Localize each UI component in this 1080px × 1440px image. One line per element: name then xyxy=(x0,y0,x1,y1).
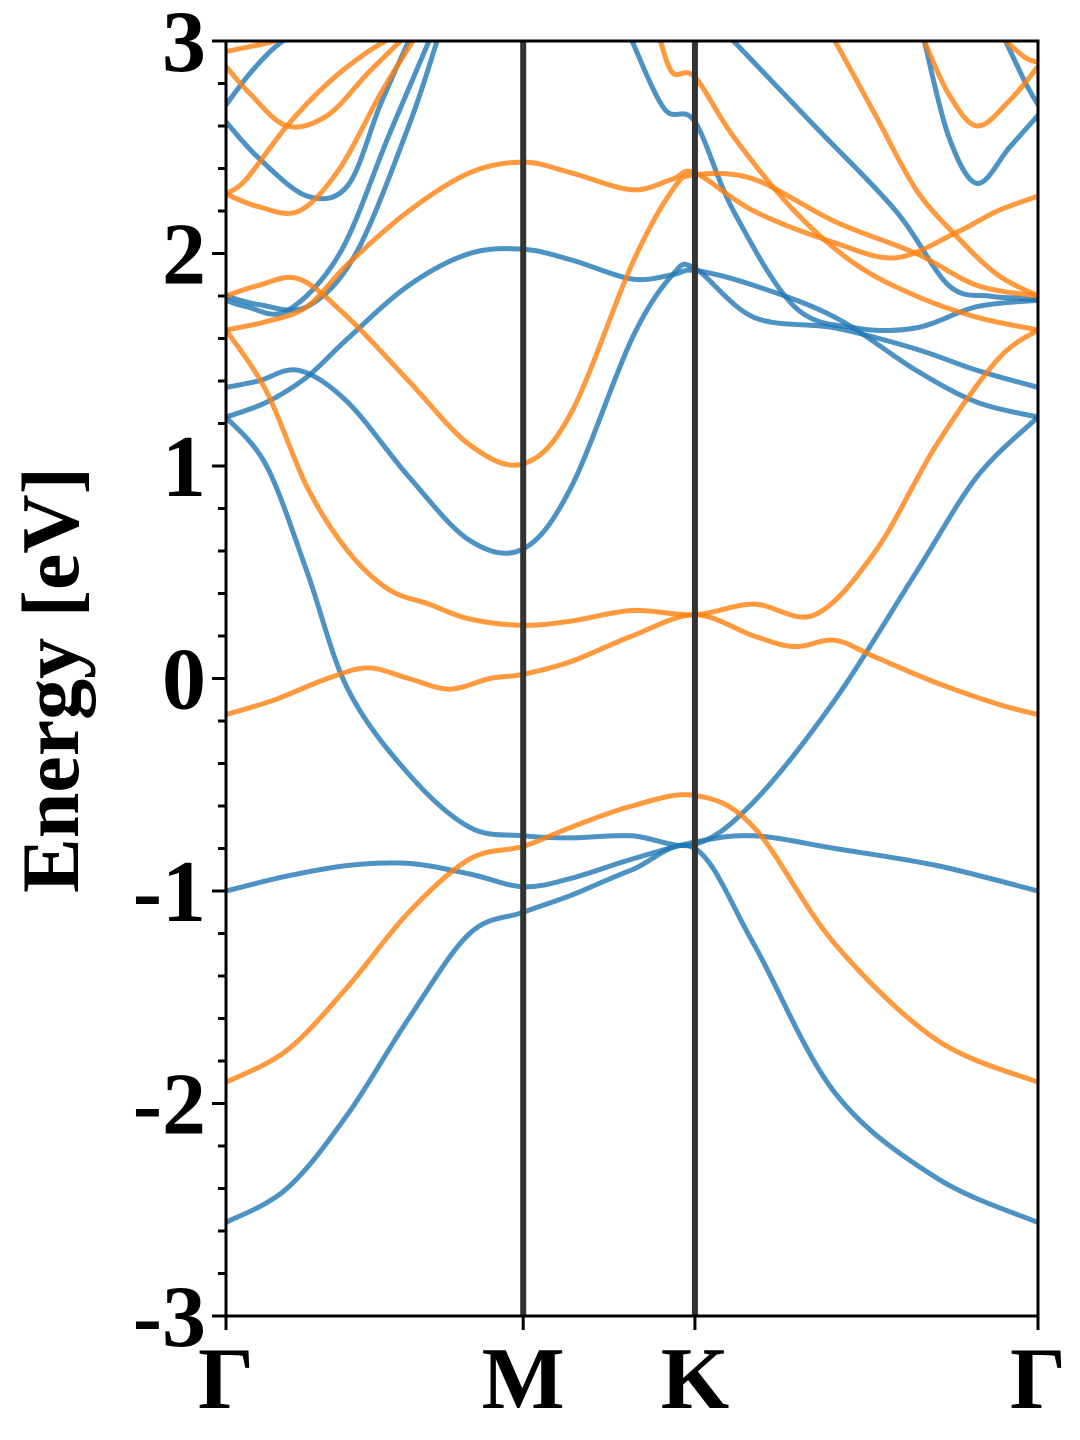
band-line-orange-19 xyxy=(226,41,391,197)
band-line-blue-2 xyxy=(226,414,1038,849)
x-tick-label: M xyxy=(482,1331,565,1428)
band-line-blue-1 xyxy=(226,833,1038,894)
high-symmetry-lines xyxy=(520,41,698,1316)
y-tick-label: -3 xyxy=(133,1269,206,1366)
band-line-blue-11 xyxy=(921,41,1038,186)
band-line-orange-14 xyxy=(226,612,1038,718)
band-line-orange-20 xyxy=(226,41,404,130)
y-axis-ticks: 3 2 1 0 -1 -2 -3 xyxy=(133,0,226,1366)
band-line-blue-9 xyxy=(629,41,1038,334)
band-line-orange-21 xyxy=(226,41,282,55)
band-line-orange-22 xyxy=(657,41,1038,333)
band-line-blue-3 xyxy=(226,261,1038,556)
band-line-orange-15 xyxy=(226,327,1038,628)
y-tick-label: -2 xyxy=(133,1057,206,1154)
band-line-blue-10 xyxy=(731,41,1038,303)
x-tick-label: Γ xyxy=(198,1331,254,1428)
band-line-blue-8 xyxy=(226,41,288,108)
x-tick-label: Γ xyxy=(1010,1331,1066,1428)
band-line-orange-23 xyxy=(832,41,1038,299)
y-tick-label: 2 xyxy=(162,207,206,304)
x-tick-label: K xyxy=(661,1331,729,1428)
band-line-blue-4 xyxy=(226,246,1038,420)
band-line-blue-7 xyxy=(226,41,412,202)
band-line-blue-6 xyxy=(226,41,432,317)
band-line-orange-25 xyxy=(1003,41,1038,65)
y-tick-label: 3 xyxy=(162,0,206,91)
band-lines xyxy=(226,41,1038,1225)
y-tick-label: 1 xyxy=(162,419,206,516)
y-tick-label: 0 xyxy=(162,632,206,729)
band-line-blue-0 xyxy=(226,842,1038,1225)
band-line-orange-13 xyxy=(226,792,1038,1085)
y-tick-label: -1 xyxy=(133,844,206,941)
band-line-orange-18 xyxy=(226,41,416,216)
band-line-orange-17 xyxy=(226,159,1038,333)
y-axis-label: Energy [eV] xyxy=(5,467,96,893)
band-line-orange-16 xyxy=(226,170,1038,468)
band-line-orange-24 xyxy=(921,41,1038,129)
